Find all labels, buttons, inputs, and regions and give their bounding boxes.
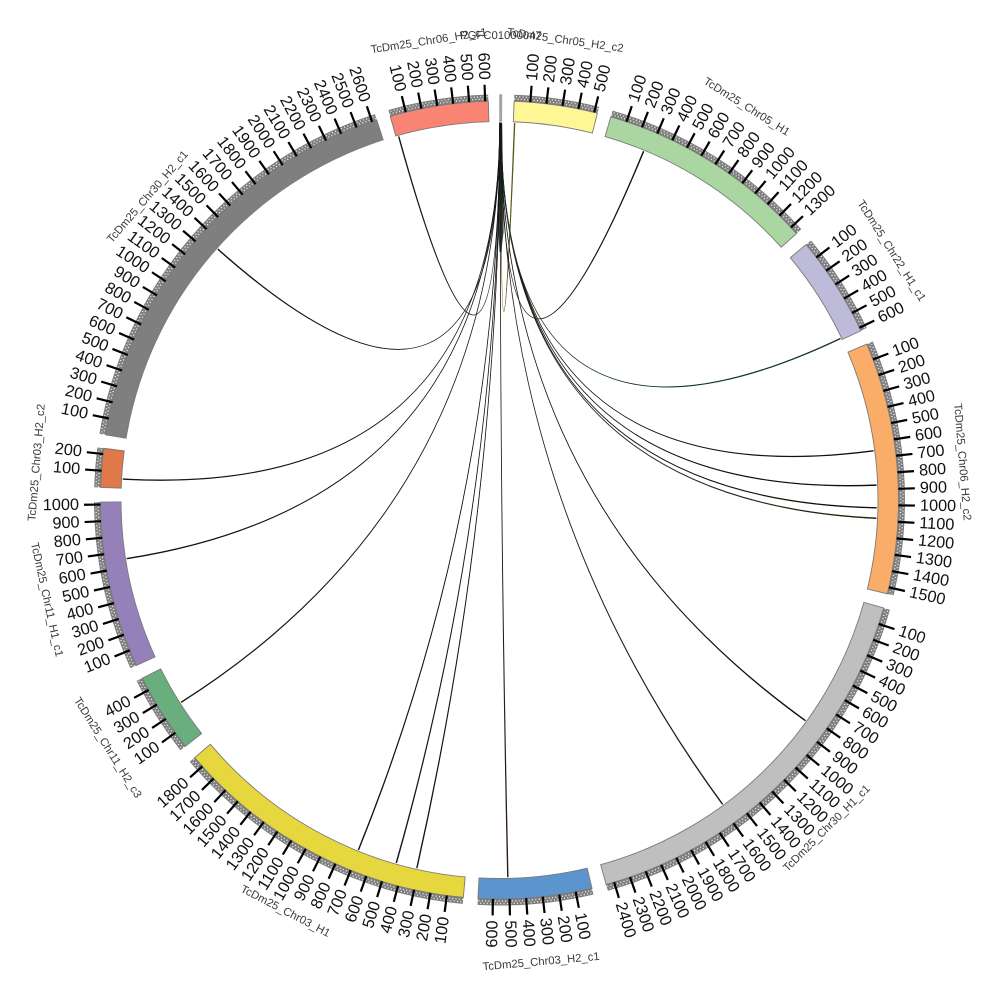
svg-text:900: 900 bbox=[920, 478, 948, 497]
svg-text:800: 800 bbox=[53, 531, 82, 551]
svg-text:500: 500 bbox=[456, 53, 476, 81]
svg-text:500: 500 bbox=[501, 920, 520, 948]
svg-text:600: 600 bbox=[483, 920, 501, 947]
svg-text:700: 700 bbox=[916, 441, 945, 462]
svg-text:400: 400 bbox=[439, 54, 460, 83]
svg-text:800: 800 bbox=[918, 460, 946, 480]
svg-text:200: 200 bbox=[54, 440, 83, 461]
svg-text:1100: 1100 bbox=[919, 514, 955, 534]
svg-text:600: 600 bbox=[474, 52, 493, 80]
svg-text:700: 700 bbox=[55, 548, 84, 570]
svg-text:1000: 1000 bbox=[920, 497, 956, 515]
svg-text:300: 300 bbox=[536, 917, 557, 946]
svg-text:900: 900 bbox=[52, 513, 80, 532]
svg-text:1000: 1000 bbox=[43, 496, 79, 514]
svg-text:100: 100 bbox=[52, 458, 80, 478]
svg-text:400: 400 bbox=[519, 919, 539, 947]
